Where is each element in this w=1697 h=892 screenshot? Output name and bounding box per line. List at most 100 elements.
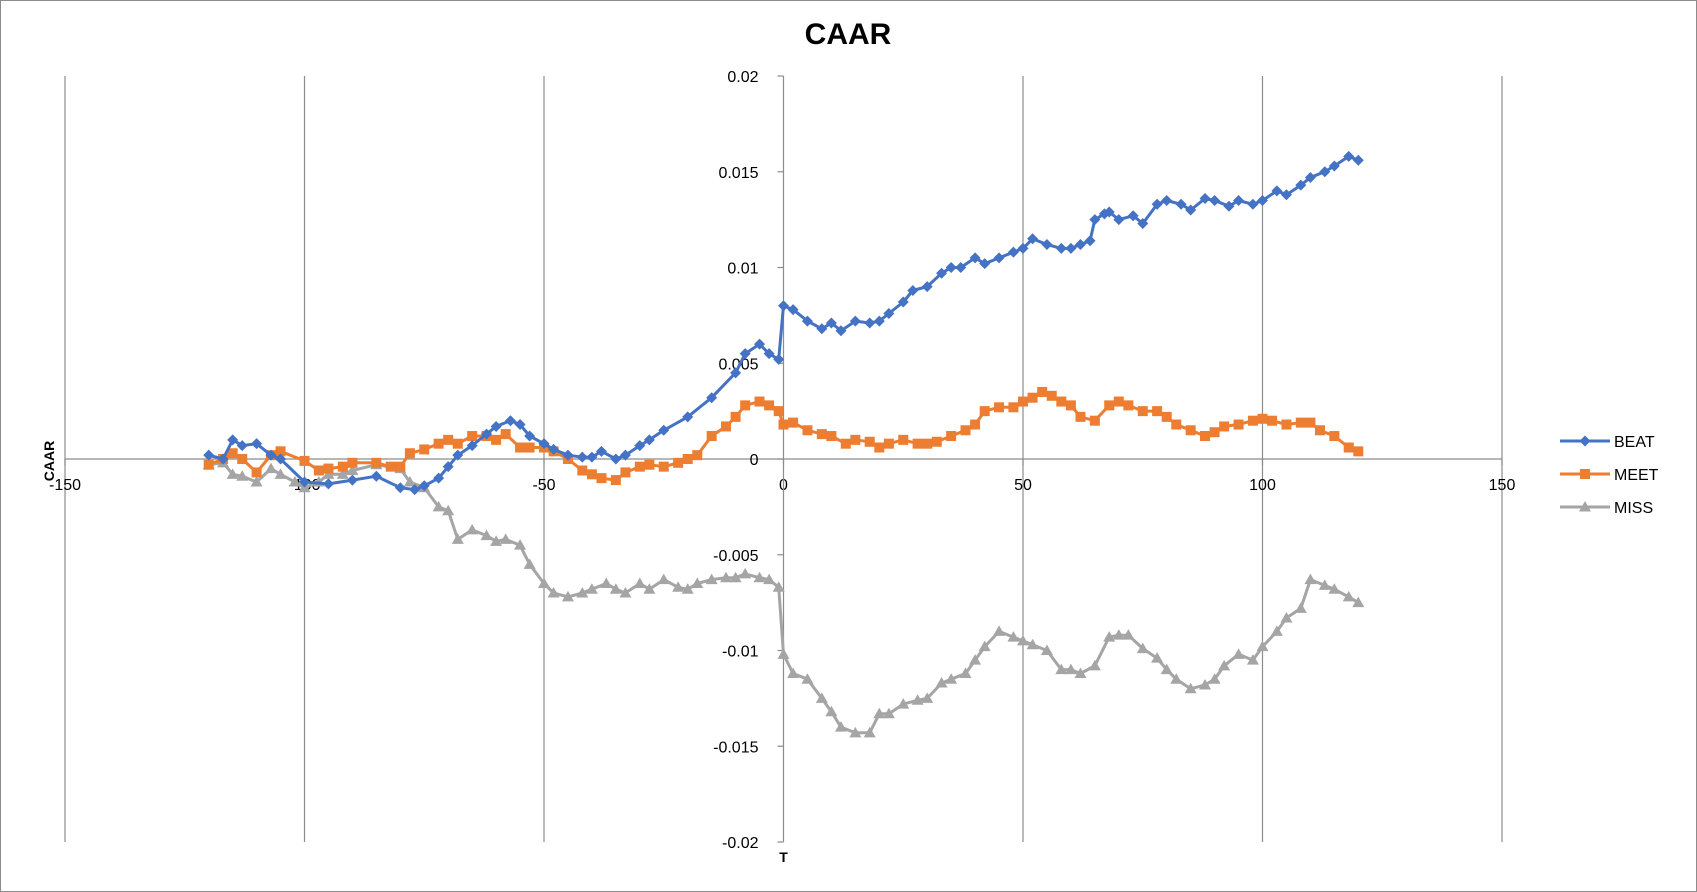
data-point-meet	[1113, 396, 1124, 407]
data-point-beat	[825, 317, 837, 329]
data-point-beat	[979, 258, 991, 270]
data-point-meet	[203, 459, 214, 470]
data-point-miss	[834, 721, 847, 732]
data-point-miss	[787, 667, 800, 678]
data-point-miss	[264, 462, 277, 474]
data-point-miss	[1088, 659, 1101, 671]
data-point-beat	[538, 438, 550, 450]
data-point-beat	[1084, 235, 1096, 247]
data-point-miss	[825, 705, 838, 717]
data-point-meet	[778, 419, 789, 430]
data-point-meet	[491, 434, 502, 445]
data-point-beat	[1065, 242, 1077, 254]
data-point-beat	[993, 252, 1005, 264]
data-point-beat	[883, 307, 895, 319]
data-point-miss	[336, 468, 349, 479]
data-point-meet	[1089, 415, 1100, 426]
data-point-miss	[657, 573, 670, 585]
data-point-beat	[1280, 189, 1292, 201]
data-point-meet	[596, 473, 607, 484]
data-point-beat	[236, 440, 248, 452]
data-point-miss	[1218, 659, 1231, 671]
data-point-beat	[945, 262, 957, 273]
data-point-beat	[1113, 214, 1125, 226]
data-point-beat	[524, 430, 536, 442]
data-point-meet	[840, 438, 851, 449]
legend: BEAT MEET MISS	[1560, 434, 1659, 517]
data-point-meet	[898, 434, 909, 445]
data-point-miss	[1074, 667, 1087, 678]
data-point-miss	[585, 583, 598, 594]
data-point-miss	[945, 673, 958, 684]
data-point-beat	[1199, 193, 1211, 205]
data-point-meet	[620, 467, 631, 478]
data-point-beat	[1271, 185, 1283, 197]
data-point-meet	[946, 431, 957, 442]
data-point-meet	[682, 454, 693, 464]
data-point-meet	[577, 465, 588, 476]
data-point-miss	[882, 707, 895, 719]
data-point-meet	[1046, 390, 1057, 401]
data-point-beat	[576, 451, 588, 463]
data-point-beat	[548, 443, 560, 455]
data-point-beat	[619, 449, 631, 461]
data-point-meet	[299, 455, 310, 466]
data-point-meet	[371, 457, 382, 468]
data-point-miss	[1256, 640, 1269, 652]
data-point-miss	[815, 692, 828, 703]
y-axis-title: CAAR	[41, 441, 57, 481]
data-point-miss	[523, 558, 536, 569]
data-point-beat	[897, 296, 909, 308]
data-point-beat	[1223, 200, 1235, 212]
data-point-meet	[1018, 396, 1028, 407]
data-point-beat	[864, 317, 876, 329]
data-point-miss	[274, 468, 287, 479]
data-point-miss	[561, 590, 574, 602]
data-point-miss	[538, 577, 550, 588]
data-point-beat	[936, 267, 948, 279]
data-point-beat	[227, 434, 239, 446]
data-point-meet	[802, 425, 813, 436]
data-point-beat	[442, 461, 454, 473]
data-point-miss	[705, 573, 718, 585]
data-point-meet	[1008, 402, 1019, 413]
data-point-beat	[835, 325, 847, 337]
data-point-beat	[1089, 214, 1101, 226]
data-point-meet	[816, 429, 827, 440]
data-point-miss	[1270, 625, 1283, 636]
data-point-beat	[682, 411, 694, 423]
data-point-beat	[816, 323, 828, 335]
data-point-meet	[1353, 446, 1364, 457]
data-point-miss	[432, 500, 445, 512]
data-point-beat	[481, 428, 493, 440]
data-point-meet	[730, 411, 741, 422]
data-point-miss	[480, 529, 493, 541]
data-point-beat	[595, 445, 607, 457]
data-point-miss	[1352, 596, 1365, 608]
data-point-meet	[1209, 427, 1220, 438]
data-point-beat	[586, 451, 598, 463]
chart-title: CAAR	[805, 18, 892, 51]
data-point-meet	[773, 406, 784, 417]
data-point-beat	[370, 470, 382, 482]
data-point-miss	[753, 571, 766, 583]
x-tick-label: -150	[49, 477, 81, 494]
data-point-miss	[935, 677, 948, 688]
data-point-beat	[730, 367, 742, 379]
data-point-beat	[299, 476, 310, 488]
data-point-beat	[1027, 233, 1039, 245]
data-point-meet	[1056, 396, 1067, 407]
y-tick-label: 0.015	[718, 165, 758, 182]
data-point-beat	[849, 315, 861, 327]
data-point-meet	[721, 421, 732, 432]
data-point-miss	[346, 464, 359, 475]
data-point-miss	[1199, 678, 1212, 690]
data-point-meet	[1281, 419, 1292, 430]
data-point-beat	[658, 424, 670, 436]
data-point-beat	[763, 348, 775, 360]
data-point-miss	[672, 581, 685, 592]
data-point-beat	[1257, 194, 1268, 206]
data-point-miss	[442, 504, 455, 516]
data-point-beat	[1127, 210, 1139, 222]
data-point-beat	[1151, 198, 1163, 210]
